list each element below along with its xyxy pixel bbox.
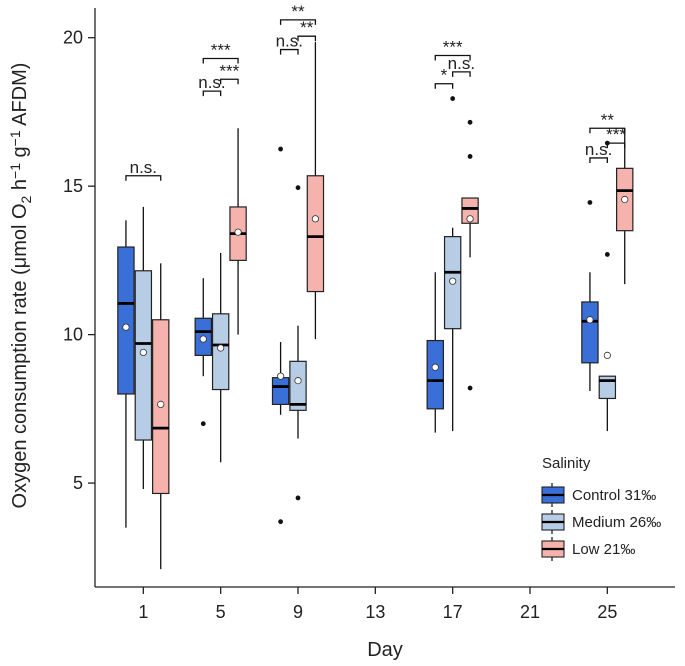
significance-bracket bbox=[297, 35, 317, 42]
legend-label: Low 21‰ bbox=[572, 541, 635, 558]
x-tick-label: 5 bbox=[216, 602, 226, 622]
plot-area: n.s.***n.s.*****n.s.******n.s.**n.s.*** bbox=[117, 2, 634, 570]
box-rect bbox=[461, 197, 479, 224]
significance-bracket bbox=[279, 19, 317, 25]
significance-label: n.s. bbox=[276, 32, 303, 51]
box-rect bbox=[271, 377, 290, 405]
box-mean-point bbox=[122, 323, 130, 331]
x-tick-label: 13 bbox=[365, 602, 385, 622]
significance-bracket bbox=[202, 57, 239, 64]
box-mean-point bbox=[466, 215, 474, 223]
box-rect bbox=[211, 313, 230, 391]
box-mean-point bbox=[431, 363, 439, 371]
box-outlier-point bbox=[467, 119, 473, 125]
significance-label: * bbox=[441, 66, 448, 85]
significance-label: n.s. bbox=[448, 54, 475, 73]
box-mean-point bbox=[294, 377, 302, 385]
box-mean-point bbox=[311, 215, 319, 223]
significance-bracket bbox=[434, 83, 454, 89]
box-rect bbox=[581, 301, 599, 364]
significance-bracket bbox=[279, 48, 299, 55]
legend: Salinity Control 31‰ Medium 26‰ Low 21‰ bbox=[541, 455, 661, 561]
box-rect bbox=[306, 175, 325, 293]
x-tick-label: 21 bbox=[520, 602, 540, 622]
box-rect bbox=[426, 339, 444, 410]
x-tick-label: 25 bbox=[597, 602, 617, 622]
box-outlier-point bbox=[278, 519, 283, 525]
box-mean-point bbox=[621, 195, 629, 204]
legend-label: Control 31‰ bbox=[572, 487, 656, 504]
y-tick-label: 5 bbox=[73, 473, 83, 493]
y-axis-title: Oxygen consumption rate (μmol O2 h−1 g−1… bbox=[7, 63, 34, 509]
significance-brackets: n.s.***n.s.*****n.s.******n.s.**n.s.*** bbox=[125, 2, 626, 181]
series-low bbox=[152, 42, 634, 570]
y-tick-label: 20 bbox=[63, 28, 83, 48]
significance-bracket bbox=[589, 157, 608, 163]
significance-label: n.s. bbox=[198, 73, 225, 92]
significance-bracket bbox=[606, 142, 626, 149]
legend-title: Salinity bbox=[542, 455, 591, 472]
legend-label: Medium 26‰ bbox=[572, 514, 661, 531]
significance-label: *** bbox=[219, 61, 239, 80]
box-mean-point bbox=[139, 348, 147, 357]
box-mean-point bbox=[603, 351, 611, 359]
significance-label: *** bbox=[211, 40, 231, 59]
box-outlier-point bbox=[295, 495, 301, 501]
box-mean-point bbox=[217, 344, 225, 352]
box-outlier-point bbox=[450, 96, 456, 101]
box-outlier-point bbox=[278, 146, 283, 152]
significance-bracket bbox=[125, 175, 162, 181]
box-outlier-point bbox=[587, 200, 593, 205]
significance-label: ** bbox=[601, 110, 615, 129]
box-rect bbox=[117, 246, 135, 395]
significance-label: ** bbox=[300, 18, 314, 37]
significance-bracket bbox=[589, 127, 626, 134]
box-outlier-point bbox=[604, 252, 610, 257]
significance-bracket bbox=[220, 78, 239, 85]
significance-label: *** bbox=[606, 125, 626, 144]
series-medium bbox=[134, 96, 617, 501]
x-axis-title: Day bbox=[367, 639, 403, 661]
significance-label: *** bbox=[443, 38, 463, 57]
box-mean-point bbox=[157, 400, 165, 408]
box-mean-point bbox=[586, 316, 594, 324]
significance-label: ** bbox=[291, 2, 305, 21]
box-outlier-point bbox=[467, 154, 473, 159]
box-mean-point bbox=[276, 372, 285, 380]
series-control bbox=[117, 146, 599, 528]
box-mean-point bbox=[234, 228, 242, 236]
box-outlier-point bbox=[200, 421, 206, 427]
x-ticks: 1 5 9 13 17 21 25 bbox=[138, 587, 617, 622]
significance-bracket bbox=[434, 54, 471, 61]
y-tick-label: 15 bbox=[63, 176, 83, 196]
box-mean-point bbox=[449, 277, 457, 285]
x-tick-label: 1 bbox=[138, 602, 148, 622]
y-ticks: 5 10 15 20 bbox=[63, 28, 95, 493]
box-outlier-point bbox=[467, 385, 473, 391]
significance-bracket bbox=[202, 90, 222, 97]
box-rect bbox=[289, 360, 307, 411]
y-tick-label: 10 bbox=[63, 325, 83, 345]
x-tick-label: 9 bbox=[293, 602, 303, 622]
significance-bracket bbox=[452, 71, 471, 77]
x-tick-label: 17 bbox=[443, 602, 463, 622]
box-outlier-point bbox=[295, 185, 301, 191]
box-mean-point bbox=[199, 335, 207, 343]
significance-label: n.s. bbox=[585, 140, 612, 159]
significance-label: n.s. bbox=[130, 158, 157, 177]
